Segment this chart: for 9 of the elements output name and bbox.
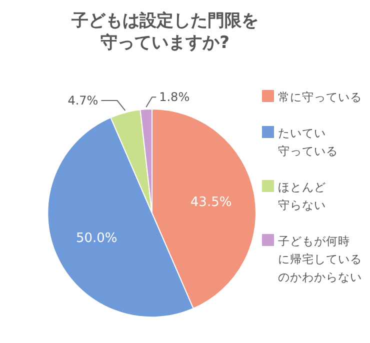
chart-title: 子どもは設定した門限を守っていますか? [70,11,258,53]
data-label: 43.5% [190,194,232,210]
legend-label: 常に守っている [278,90,362,104]
legend-label: 子どもが何時に帰宅しているのかわからない [278,234,362,284]
legend-label: たいてい守っている [278,126,338,158]
legend-label: ほとんど守らない [278,180,326,212]
data-label: 1.8% [159,90,190,104]
data-label: 50.0% [76,230,118,246]
data-label: 4.7% [68,94,98,108]
